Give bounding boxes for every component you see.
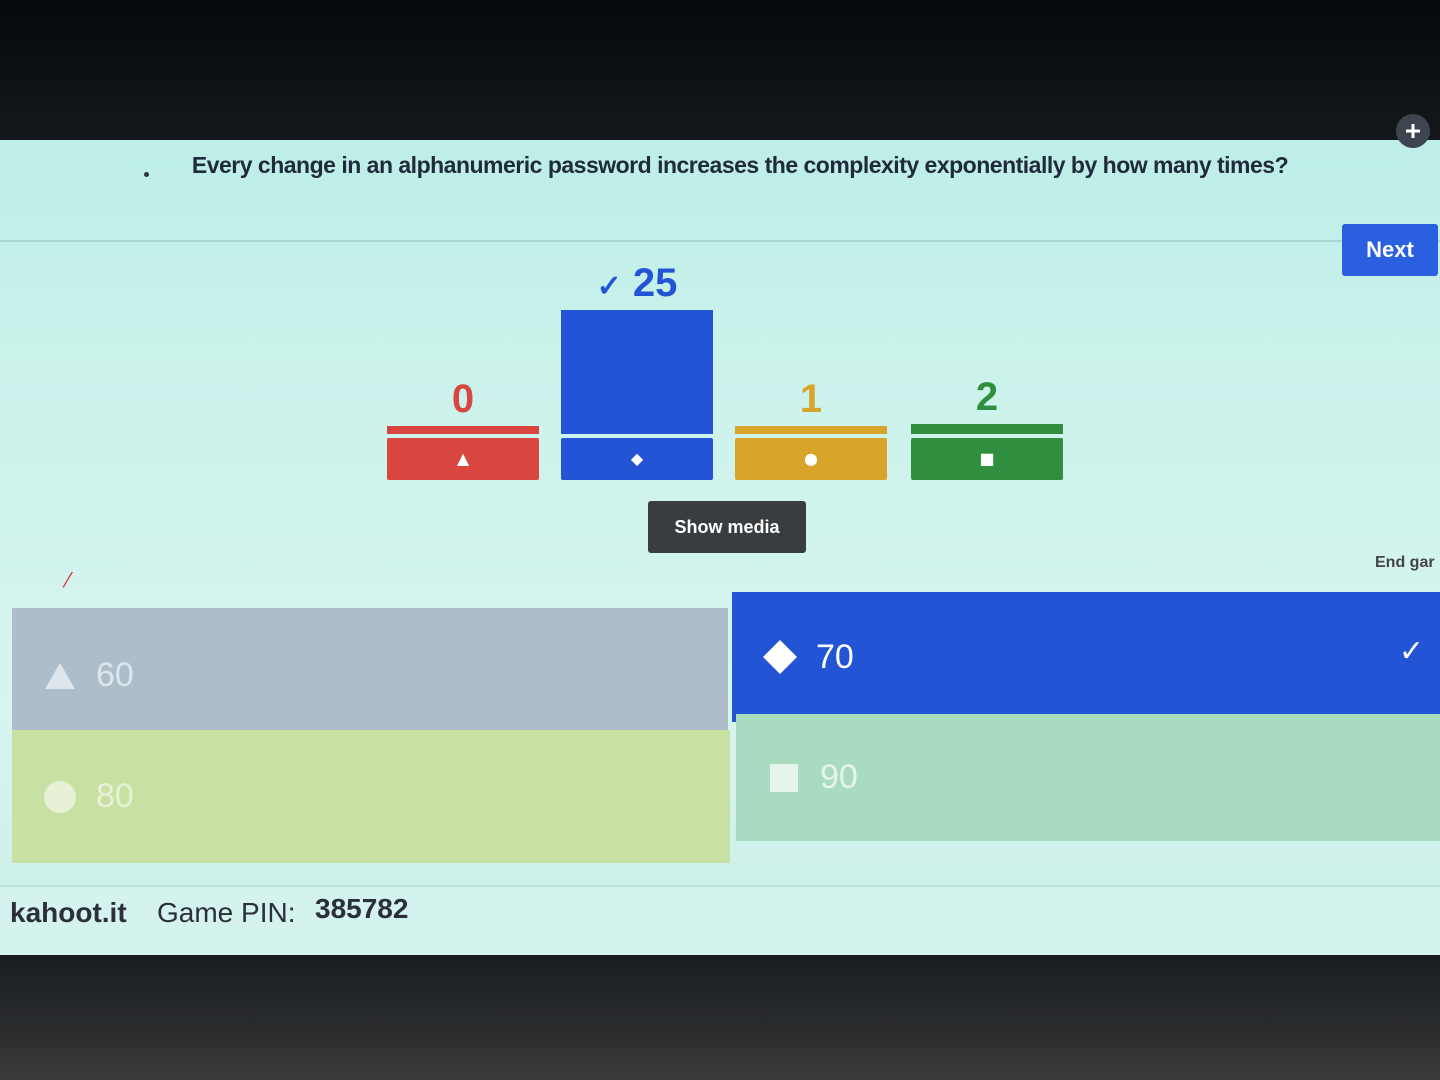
triangle-icon: ▲ [387, 438, 539, 480]
bullet-dot [144, 172, 149, 177]
game-pin-value: 385782 [315, 893, 408, 925]
game-pin-label: Game PIN: [157, 897, 295, 929]
room-dark-bottom [0, 955, 1440, 1080]
footer-bar: kahoot.it Game PIN: 385782 [0, 885, 1440, 957]
results-chart: 0 ▲ ✓ 25 ◆ 1 ● 2 ■ [385, 250, 1075, 480]
result-count: 2 [911, 375, 1063, 420]
square-icon [766, 760, 802, 796]
result-bar-fill [735, 426, 887, 434]
result-count: 0 [387, 377, 539, 422]
result-bar-square: 2 ■ [911, 250, 1063, 480]
result-bar-circle: 1 ● [735, 250, 887, 480]
result-bar-fill [387, 426, 539, 434]
diamond-icon: ◆ [561, 438, 713, 480]
room-dark-top [0, 0, 1440, 140]
answer-label: 90 [820, 758, 858, 797]
kahoot-screen: Every change in an alphanumeric password… [0, 140, 1440, 955]
circle-icon: ● [735, 438, 887, 480]
check-icon: ✓ [1399, 634, 1424, 669]
result-count: ✓ 25 [561, 261, 713, 306]
answer-label: 70 [816, 638, 854, 677]
result-bar-triangle: 0 ▲ [387, 250, 539, 480]
result-bar-diamond: ✓ 25 ◆ [561, 250, 713, 480]
answer-option-triangle: 60 [12, 608, 728, 743]
circle-icon [42, 779, 78, 815]
kahoot-brand: kahoot.it [10, 897, 127, 929]
collapse-icon[interactable] [1396, 114, 1430, 148]
show-media-button[interactable]: Show media [648, 501, 806, 553]
diamond-icon [762, 639, 798, 675]
end-game-link[interactable]: End gar [1375, 554, 1435, 572]
square-icon: ■ [911, 438, 1063, 480]
result-bar-fill [911, 424, 1063, 434]
result-bar-fill [561, 310, 713, 434]
triangle-icon [42, 658, 78, 694]
answer-option-square: 90 [736, 714, 1440, 841]
question-text: Every change in an alphanumeric password… [170, 150, 1310, 180]
correct-check-icon: ✓ [597, 270, 622, 303]
next-button[interactable]: Next [1342, 224, 1438, 276]
answer-option-diamond: 70 ✓ [732, 592, 1440, 722]
result-count: 1 [735, 377, 887, 422]
question-header: Every change in an alphanumeric password… [0, 140, 1440, 242]
answer-label: 80 [96, 777, 134, 816]
answer-option-circle: 80 [12, 730, 730, 863]
pen-mark: ⁄ [66, 568, 69, 592]
answer-label: 60 [96, 656, 134, 695]
